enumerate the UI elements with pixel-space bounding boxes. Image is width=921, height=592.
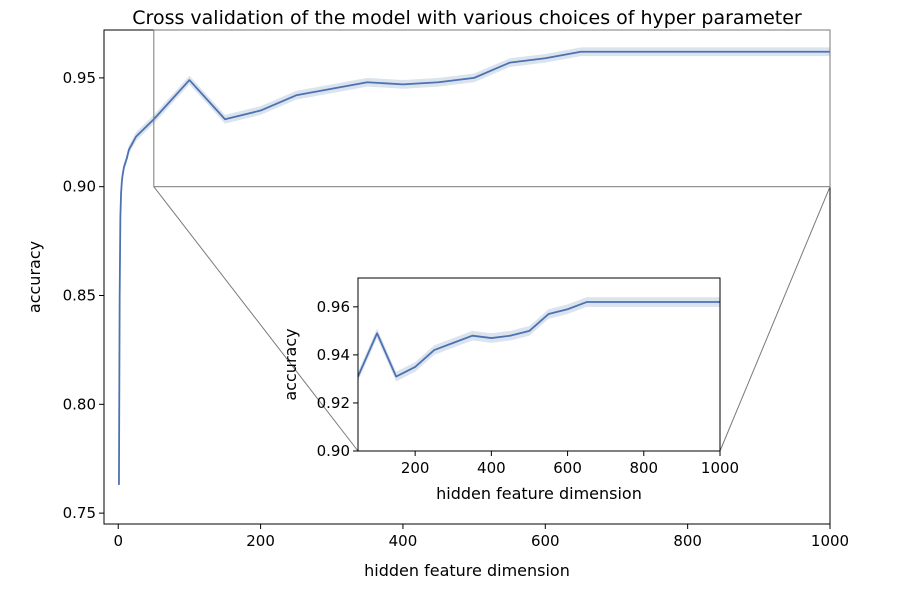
main-xtick-label: 1000 bbox=[811, 532, 849, 550]
main-ytick-label: 0.75 bbox=[63, 504, 96, 522]
inset-xaxis-label: hidden feature dimension bbox=[436, 484, 642, 503]
main-yaxis-label: accuracy bbox=[25, 241, 44, 313]
inset-xtick-label: 600 bbox=[553, 459, 582, 477]
inset-ytick-label: 0.96 bbox=[317, 298, 350, 316]
main-xtick-label: 800 bbox=[673, 532, 702, 550]
inset-xtick-label: 800 bbox=[629, 459, 658, 477]
main-xtick-label: 0 bbox=[113, 532, 123, 550]
inset-ytick-label: 0.90 bbox=[317, 442, 350, 460]
main-xaxis-label: hidden feature dimension bbox=[364, 561, 570, 580]
zoom-connector-right bbox=[719, 186, 831, 452]
main-ytick-label: 0.90 bbox=[63, 178, 96, 196]
main-series-line bbox=[118, 50, 830, 485]
main-xtick-label: 600 bbox=[531, 532, 560, 550]
inset-xtick-label: 1000 bbox=[701, 459, 739, 477]
inset-frame bbox=[357, 277, 721, 452]
main-axes: 0 200 400 600 800 1000 0.75 0.80 0.85 0.90 0.95 hid… bbox=[25, 29, 849, 580]
main-ytick-label: 0.95 bbox=[63, 69, 96, 87]
inset-xtick-label: 200 bbox=[401, 459, 430, 477]
zoom-connector-left bbox=[153, 186, 359, 452]
inset-ytick-label: 0.94 bbox=[317, 346, 350, 364]
inset-axes: 200 400 600 800 1000 0.90 0.92 0.94 0.96 hidden f… bbox=[281, 277, 739, 503]
inset-yaxis-label: accuracy bbox=[281, 328, 300, 400]
main-ytick-label: 0.85 bbox=[63, 286, 96, 304]
chart-title: Cross validation of the model with vario… bbox=[132, 7, 802, 29]
inset-xtick-label: 400 bbox=[477, 459, 506, 477]
inset-ytick-label: 0.92 bbox=[317, 394, 350, 412]
inset-series-line bbox=[357, 301, 720, 378]
zoom-region-box bbox=[153, 29, 831, 188]
zoom-indicator bbox=[153, 29, 831, 452]
main-xtick-label: 200 bbox=[246, 532, 275, 550]
main-ytick-label: 0.80 bbox=[63, 395, 96, 413]
main-xtick-label: 400 bbox=[389, 532, 418, 550]
